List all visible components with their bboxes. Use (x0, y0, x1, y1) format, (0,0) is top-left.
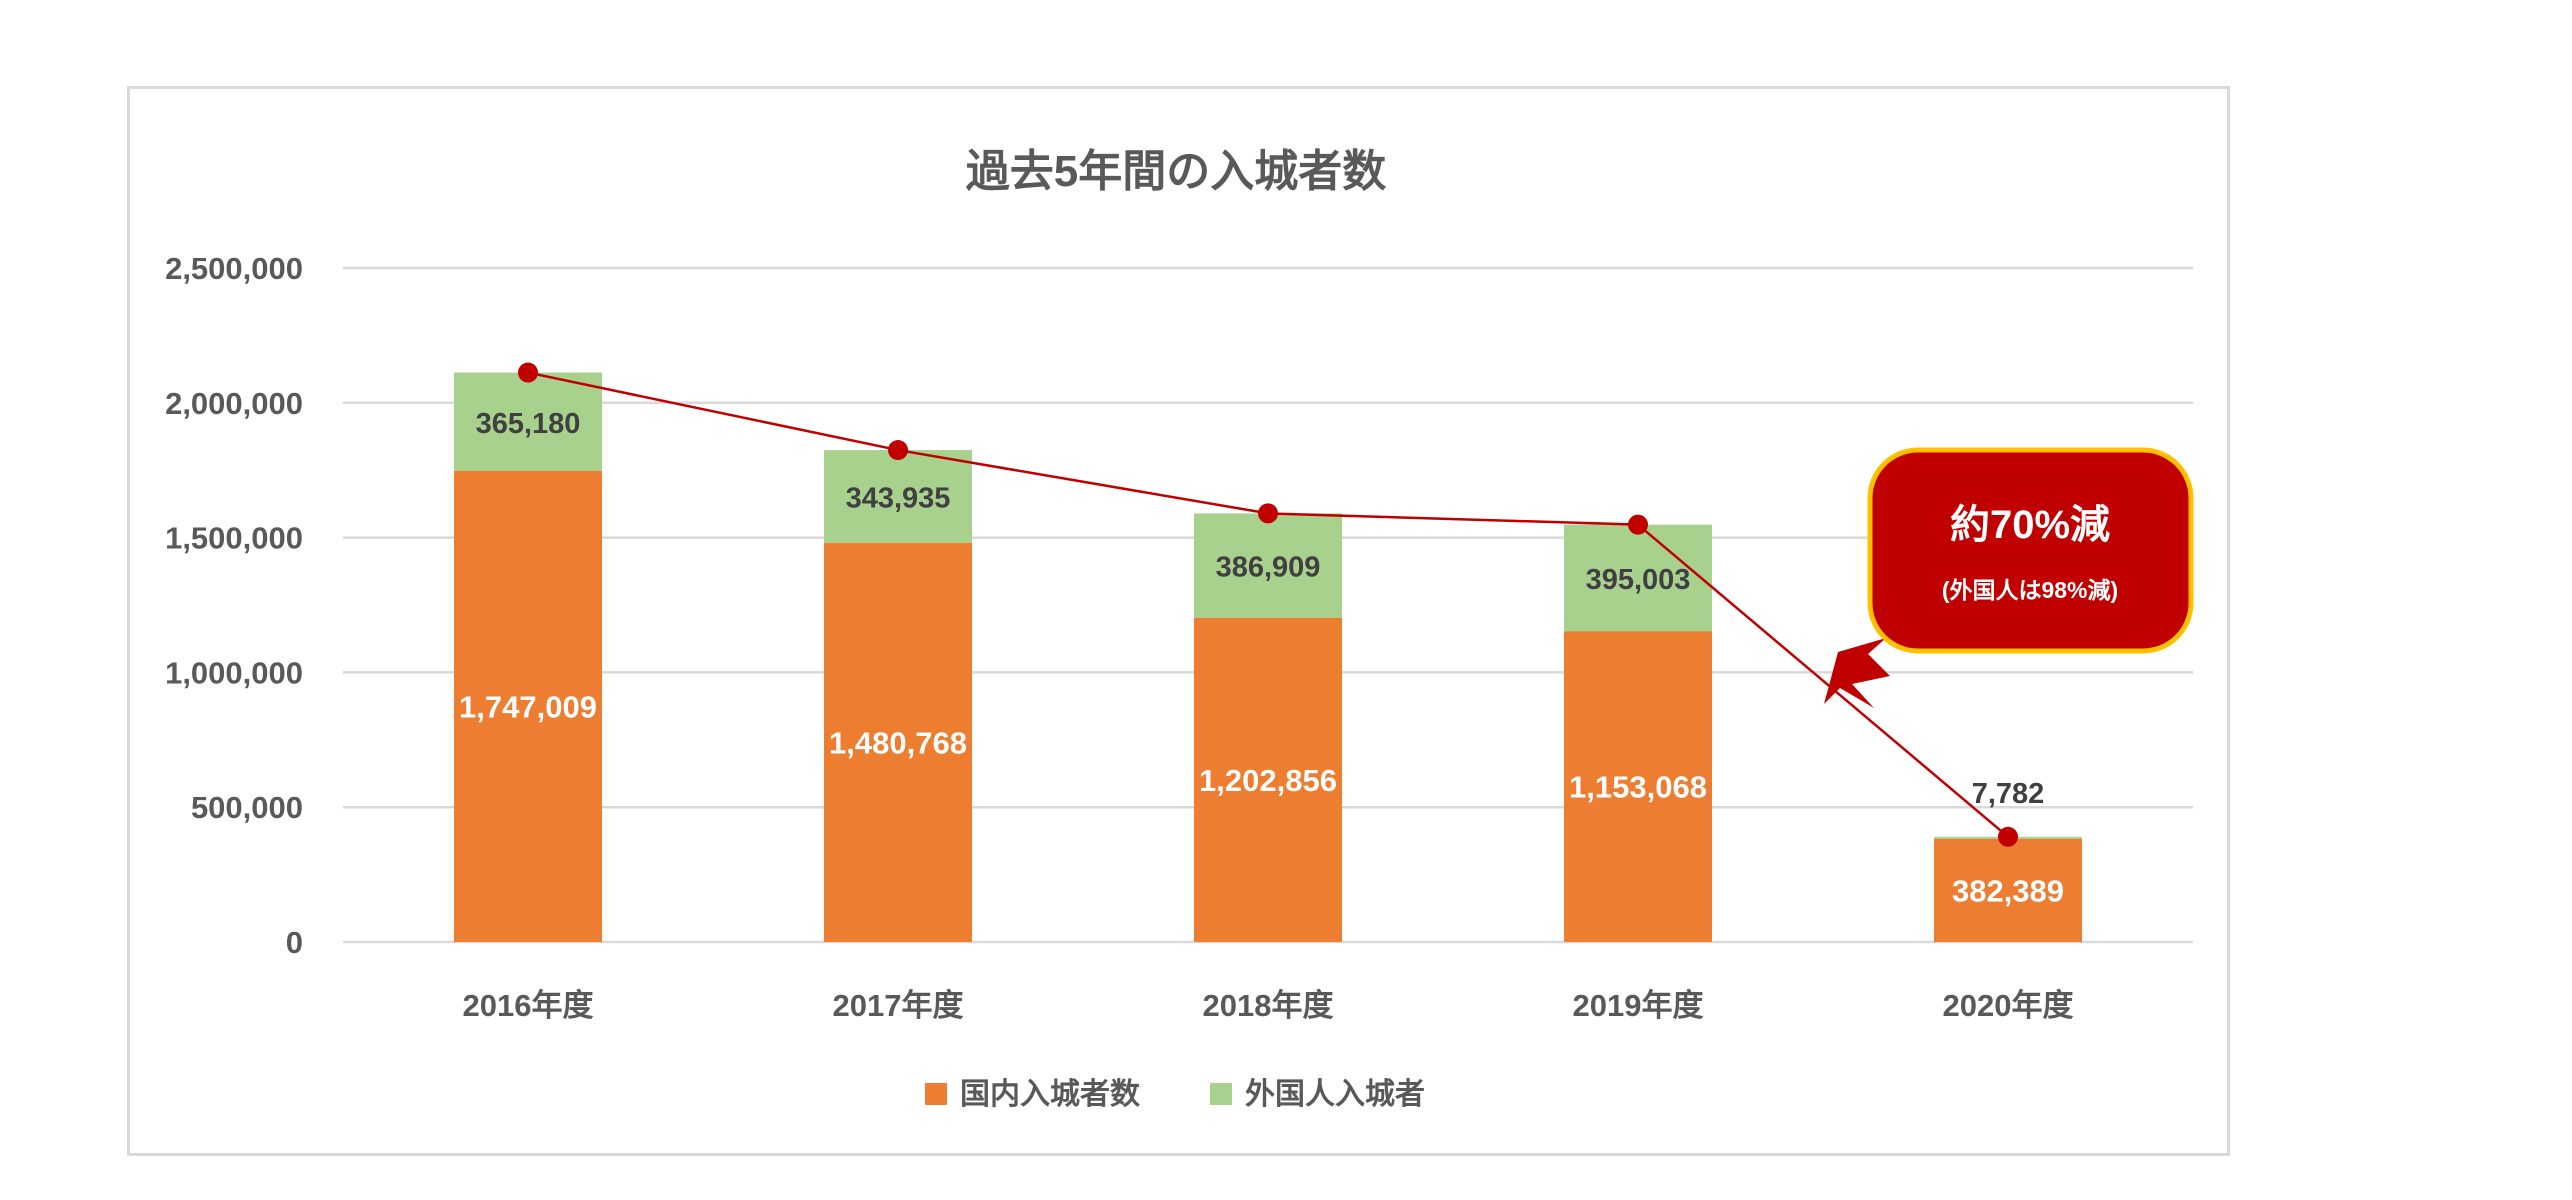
axis-layer: 0 500,000 1,000,000 1,500,000 2,000,000 2,500… (165, 251, 2073, 1023)
callout-sub-text: (外国人は98%減) (1942, 577, 2118, 603)
bar-domestic (454, 471, 602, 942)
data-label-domestic: 1,202,856 (1199, 763, 1337, 798)
callout-arrow-icon (1824, 638, 1890, 708)
y-tick-label: 2,000,000 (165, 386, 303, 421)
y-tick-label: 2,500,000 (165, 251, 303, 286)
trend-marker (1998, 826, 2018, 847)
data-label-domestic: 1,153,068 (1569, 770, 1707, 805)
bar-domestic (824, 542, 972, 942)
legend-swatch-foreign (1210, 1083, 1232, 1105)
legend: 国内入城者数 外国人入城者 (925, 1078, 1425, 1111)
bars-layer (454, 372, 2082, 942)
y-tick-label: 1,500,000 (165, 521, 303, 556)
bar-foreign (1564, 524, 1712, 632)
data-label-foreign: 7,782 (1972, 778, 2045, 810)
x-category-label: 2017年度 (833, 988, 964, 1023)
callout-annotation: 約70%減 (外国人は98%減) (1824, 447, 2194, 708)
y-tick-label: 1,000,000 (165, 655, 303, 690)
callout-main-text: 約70%減 (1950, 503, 2110, 547)
grid-layer (343, 266, 2193, 944)
data-label-foreign: 365,180 (476, 408, 581, 440)
bar-foreign (454, 372, 602, 472)
bar-domestic (1934, 838, 2082, 942)
data-label-foreign: 395,003 (1586, 564, 1691, 596)
legend-swatch-domestic (925, 1083, 947, 1105)
bar-foreign (1194, 513, 1342, 618)
labels-layer: 1,747,009 365,180 1,480,768 343,935 1,202,85… (459, 408, 2064, 909)
x-category-label: 2019年度 (1573, 988, 1704, 1023)
data-label-domestic: 1,480,768 (829, 725, 967, 760)
data-label-domestic: 382,389 (1952, 873, 2064, 908)
trend-marker (888, 440, 908, 461)
x-category-label: 2020年度 (1943, 988, 2074, 1023)
y-tick-label: 500,000 (191, 790, 303, 825)
data-label-foreign: 386,909 (1216, 552, 1321, 584)
trend-marker (518, 362, 538, 383)
trend-marker (1258, 503, 1278, 524)
x-category-label: 2018年度 (1203, 988, 1334, 1023)
callout-box (1867, 447, 2194, 654)
x-category-label: 2016年度 (463, 988, 594, 1023)
bar-domestic (1564, 631, 1712, 942)
trend-line-layer (518, 362, 2018, 847)
legend-label-domestic: 国内入城者数 (960, 1078, 1141, 1111)
chart-title: 過去5年間の入城者数 (966, 147, 1386, 196)
data-label-foreign: 343,935 (846, 482, 951, 514)
data-label-domestic: 1,747,009 (459, 690, 597, 725)
legend-label-foreign: 外国人入城者 (1245, 1078, 1425, 1111)
y-tick-label: 0 (286, 925, 303, 960)
bar-foreign (824, 450, 972, 543)
bar-domestic (1194, 617, 1342, 942)
trend-marker (1628, 514, 1648, 535)
